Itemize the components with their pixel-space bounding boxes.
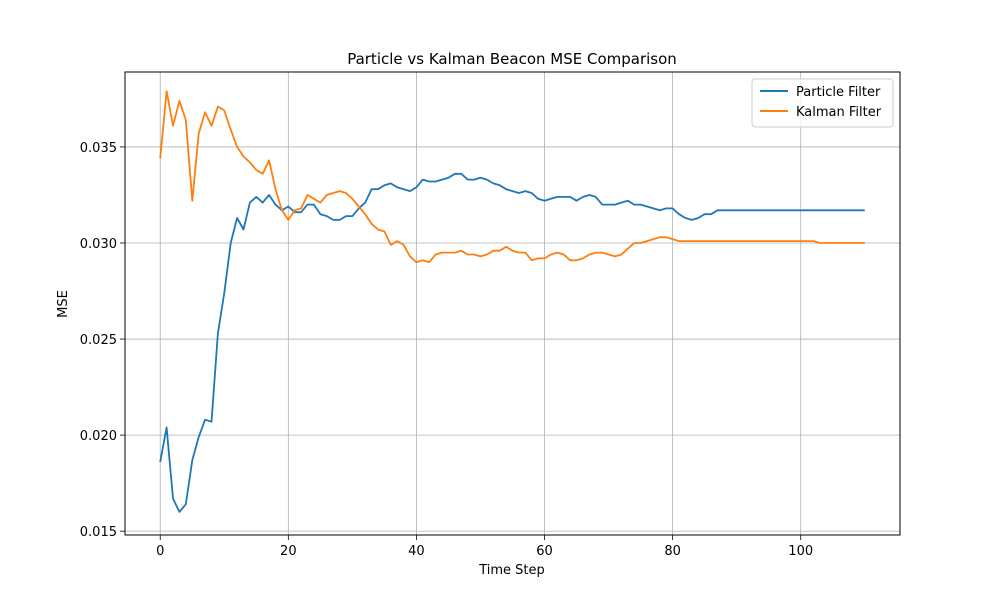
legend-label-particle: Particle Filter <box>796 85 881 100</box>
y-tick-label: 0.020 <box>80 429 117 444</box>
x-axis-ticks: 0 20 40 60 80 100 <box>156 535 813 559</box>
x-tick-label: 60 <box>536 544 553 559</box>
x-tick-label: 80 <box>664 544 681 559</box>
y-tick-label: 0.035 <box>80 141 117 156</box>
legend: Particle Filter Kalman Filter <box>751 78 894 128</box>
y-tick-label: 0.025 <box>80 333 117 348</box>
series-lines <box>159 90 865 513</box>
x-tick-label: 0 <box>156 544 164 559</box>
x-tick-label: 20 <box>280 544 297 559</box>
y-tick-label: 0.015 <box>80 525 117 540</box>
chart-title: Particle vs Kalman Beacon MSE Comparison <box>347 50 677 68</box>
x-axis-label: Time Step <box>478 563 545 578</box>
plot-frame <box>124 71 901 536</box>
legend-label-kalman: Kalman Filter <box>796 105 882 120</box>
y-axis-label: MSE <box>56 290 71 318</box>
series-line-1 <box>159 90 865 264</box>
x-tick-label: 100 <box>788 544 813 559</box>
x-tick-label: 40 <box>408 544 425 559</box>
y-axis-ticks: 0.015 0.020 0.025 0.030 0.035 <box>80 141 125 540</box>
grid-lines <box>125 72 900 535</box>
series-line-0 <box>159 172 865 513</box>
y-tick-label: 0.030 <box>80 237 117 252</box>
